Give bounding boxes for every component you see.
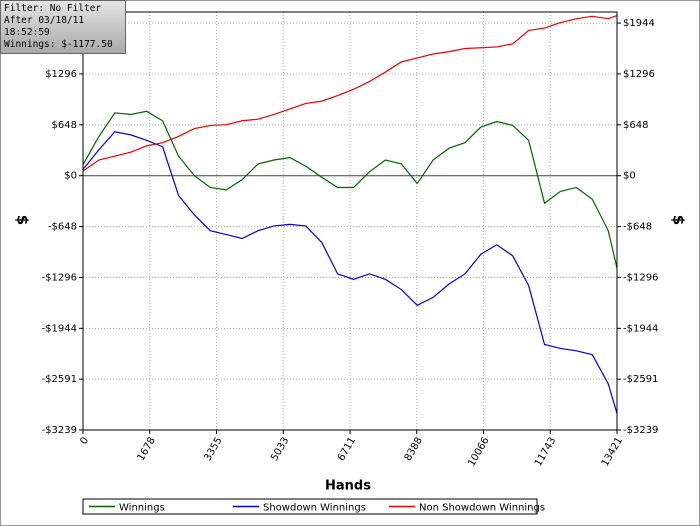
y2-tick-label: -$648 [623, 222, 652, 233]
y2-tick-label: $1944 [623, 18, 655, 29]
y2-axis-title: $ [670, 215, 688, 225]
x-axis-title: Hands [325, 479, 371, 494]
info-line: Filter: No Filter [4, 3, 102, 14]
legend-label: Winnings [119, 503, 165, 514]
y-axis-title: $ [14, 215, 32, 225]
y-tick-label: $648 [52, 120, 77, 131]
series-line [82, 14, 618, 172]
info-box: Filter: No Filter After 03/18/11 18:52:5… [0, 0, 126, 54]
plot-area [82, 11, 618, 431]
y2-tick-label: $648 [623, 120, 648, 131]
info-line: Winnings: $-1177.50 [4, 39, 113, 50]
y-tick-label: -$1296 [42, 272, 77, 283]
series-line [82, 131, 618, 414]
x-tick-label: 0 [78, 436, 91, 447]
y-tick-label: -$648 [48, 222, 77, 233]
y2-tick-label: -$1296 [623, 272, 658, 283]
series-line [82, 110, 618, 269]
y-tick-label: -$2591 [42, 374, 77, 385]
y-tick-label: -$3239 [42, 425, 77, 436]
y2-tick-label: -$3239 [623, 425, 658, 436]
legend-label: Showdown Winnings [263, 503, 366, 514]
y-tick-label: $0 [64, 171, 77, 182]
y2-tick-label: -$2591 [623, 374, 658, 385]
legend-label: Non Showdown Winnings [419, 503, 545, 514]
plot-border [82, 11, 618, 431]
y2-tick-label: -$1944 [623, 323, 658, 334]
y2-tick-label: $0 [623, 171, 636, 182]
y-tick-label: $1296 [45, 69, 77, 80]
y-tick-label: -$1944 [42, 323, 77, 334]
y2-tick-label: $1296 [623, 69, 655, 80]
legend-box [82, 498, 538, 515]
info-line: After 03/18/11 18:52:59 [4, 15, 85, 38]
